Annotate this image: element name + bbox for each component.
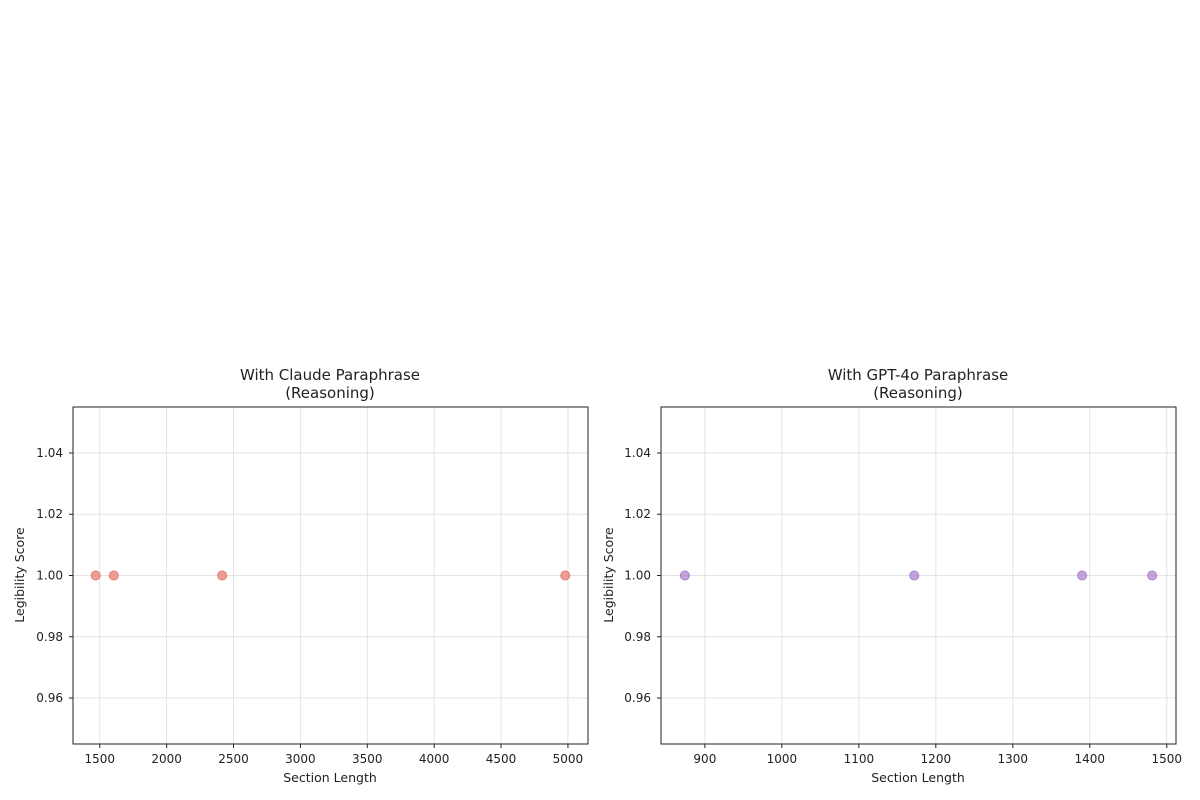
y-tick-label: 1.02	[624, 507, 651, 521]
y-axis-label: Legibility Score	[12, 527, 27, 623]
chart-title-line2: (Reasoning)	[873, 384, 963, 402]
x-tick-label: 1200	[921, 752, 952, 766]
chart-title-line2: (Reasoning)	[285, 384, 375, 402]
x-tick-label: 2500	[218, 752, 249, 766]
chart-gpt4o-paraphrase: With GPT-4o Paraphrase (Reasoning) 900 10…	[601, 366, 1182, 785]
y-tick-label: 0.96	[624, 691, 651, 705]
y-tick-label: 1.02	[36, 507, 63, 521]
y-tick-label: 1.04	[624, 446, 651, 460]
x-tick-label: 900	[693, 752, 716, 766]
y-axis-label: Legibility Score	[601, 527, 616, 623]
y-tick-label: 1.00	[36, 569, 63, 583]
y-tick-label: 1.04	[36, 446, 63, 460]
data-point	[1147, 570, 1158, 581]
x-tick-label: 4500	[486, 752, 517, 766]
grid	[73, 407, 588, 744]
x-tick-label: 1400	[1075, 752, 1106, 766]
x-tick-label: 5000	[553, 752, 584, 766]
data-point	[90, 570, 101, 581]
data-point	[679, 570, 690, 581]
grid	[661, 407, 1176, 744]
x-tick-label: 2000	[151, 752, 182, 766]
chart-title-line1: With GPT-4o Paraphrase	[828, 366, 1009, 384]
data-points	[679, 570, 1158, 581]
x-axis-label: Section Length	[871, 770, 965, 785]
axis-ticks: 1500 2000 2500 3000 3500 4000 4500 5000 0.96 0.98…	[36, 446, 583, 766]
x-tick-label: 1300	[998, 752, 1029, 766]
y-tick-label: 0.98	[36, 630, 63, 644]
x-tick-label: 1000	[767, 752, 798, 766]
data-point	[909, 570, 920, 581]
x-tick-label: 3500	[352, 752, 383, 766]
x-tick-label: 3000	[285, 752, 316, 766]
chart-claude-paraphrase: With Claude Paraphrase (Reasoning) 1500 2…	[12, 366, 589, 785]
data-point	[108, 570, 119, 581]
x-axis-label: Section Length	[283, 770, 377, 785]
data-point	[217, 570, 228, 581]
axis-ticks: 900 1000 1100 1200 1300 1400 1500 0.96 0.98 1.00 1…	[624, 446, 1182, 766]
chart-title-line1: With Claude Paraphrase	[240, 366, 420, 384]
x-tick-label: 1100	[844, 752, 875, 766]
x-tick-label: 1500	[1151, 752, 1182, 766]
y-tick-label: 0.96	[36, 691, 63, 705]
data-point	[1077, 570, 1088, 581]
data-points	[90, 570, 571, 581]
x-tick-label: 4000	[419, 752, 450, 766]
y-tick-label: 0.98	[624, 630, 651, 644]
data-point	[560, 570, 571, 581]
x-tick-label: 1500	[84, 752, 115, 766]
y-tick-label: 1.00	[624, 569, 651, 583]
